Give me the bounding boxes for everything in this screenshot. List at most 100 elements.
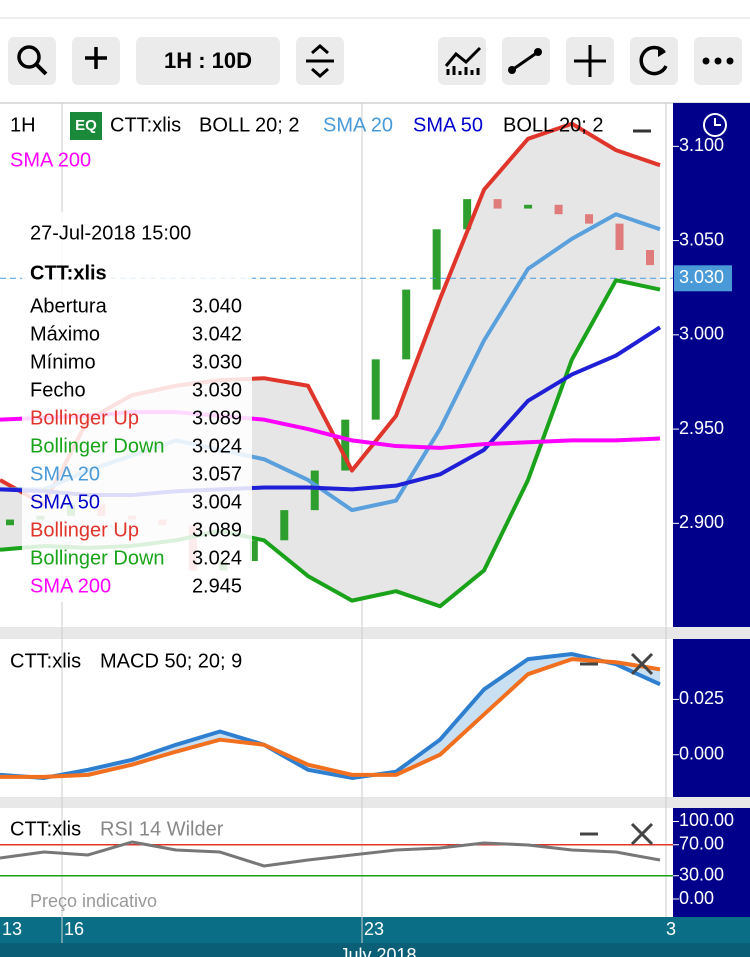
indicators-icon: [446, 66, 480, 75]
price-axis: [673, 103, 750, 627]
time-axis-month: [0, 943, 750, 957]
y-tick-label: 0.000: [679, 743, 724, 763]
tooltip-box: [22, 212, 252, 602]
add-icon: [85, 47, 107, 69]
candle: [554, 204, 563, 215]
tooltip-label: Bollinger Down: [30, 435, 165, 457]
series-line: [0, 652, 661, 780]
tooltip-value: 3.024: [192, 547, 242, 569]
pane-indicator: RSI 14 Wilder: [100, 818, 224, 840]
candle: [341, 419, 350, 471]
note: Preço indicativo: [30, 891, 157, 911]
candle: [615, 223, 624, 251]
tooltip-label: Bollinger Up: [30, 407, 139, 429]
time-label: 13: [2, 919, 22, 939]
time-label: 16: [64, 919, 84, 939]
indicators-icon: [444, 46, 482, 67]
y-tick-label: 2.900: [679, 512, 724, 532]
pane-symbol: CTT:xlis: [10, 818, 81, 840]
separator: [0, 797, 750, 808]
last-price-box: [674, 265, 732, 292]
candle: [432, 229, 441, 290]
legend-entry: BOLL 20; 2: [503, 114, 603, 136]
tooltip-label: Bollinger Up: [30, 519, 139, 541]
tooltip-value: 3.004: [192, 491, 242, 513]
tooltip-value: 3.030: [192, 379, 242, 401]
more-icon: [702, 57, 710, 65]
candle: [524, 204, 533, 209]
time-label: 3: [666, 919, 676, 939]
legend-entry: BOLL 20; 2: [199, 114, 299, 136]
more-icon: [726, 57, 734, 65]
tooltip-value: 3.040: [192, 295, 242, 317]
candle: [646, 250, 654, 266]
macd-fill: [0, 654, 660, 778]
y-tick-label: 70.00: [679, 833, 724, 853]
series-line: [0, 840, 661, 868]
y-tick-label: 3.050: [679, 229, 724, 249]
tooltip-value: 3.089: [192, 519, 242, 541]
interval: 1H: [10, 114, 36, 136]
tooltip-symbol: CTT:xlis: [30, 262, 107, 284]
badge-text: EQ: [75, 117, 97, 134]
series-line: [0, 657, 661, 779]
candle: [493, 199, 502, 209]
tooltip-label: Fecho: [30, 379, 86, 401]
close-icon: [580, 652, 654, 676]
crosshair-icon: [574, 45, 606, 77]
tooltip-label: SMA 50: [30, 491, 100, 513]
tooltip-label: SMA 200: [30, 575, 111, 597]
separator: [0, 627, 750, 639]
close-icon: [580, 822, 654, 846]
time-label: 23: [364, 919, 384, 939]
indicators-button[interactable]: [438, 37, 486, 85]
tooltip-label: Mínimo: [30, 351, 96, 373]
y-tick-label: 3.100: [679, 135, 724, 155]
refresh-icon: [658, 46, 666, 57]
tooltip-value: 2.945: [192, 575, 242, 597]
tooltip-value: 3.030: [192, 351, 242, 373]
tooltip-label: Bollinger Down: [30, 547, 165, 569]
tooltip-label: Abertura: [30, 295, 108, 317]
search-icon: [17, 45, 41, 69]
macd-axis: [673, 639, 750, 797]
legend-entry: SMA 50: [413, 114, 483, 136]
more-icon: [714, 57, 722, 65]
search-icon: [34, 62, 48, 76]
candle: [310, 470, 319, 511]
candle: [280, 510, 289, 541]
symbol: CTT:xlis: [110, 114, 181, 136]
scale-icon: [306, 44, 334, 78]
tooltip-value: 3.024: [192, 435, 242, 457]
refresh-icon: [639, 45, 668, 76]
badge: [70, 112, 102, 140]
toolbar: 1H : 10D: [8, 37, 742, 85]
candle: [371, 359, 380, 420]
y-tick-label: 2.950: [679, 418, 724, 438]
pane-indicator: MACD 50; 20; 9: [100, 650, 242, 672]
candle: [463, 199, 472, 230]
draw-icon: [511, 50, 539, 72]
y-tick-label: 0.025: [679, 688, 724, 708]
y-tick-label: 100.00: [679, 810, 734, 830]
tooltip-value: 3.057: [192, 463, 242, 485]
y-tick-label: 3.000: [679, 324, 724, 344]
tooltip-date: 27-Jul-2018 15:00: [30, 222, 191, 244]
separator: [0, 102, 750, 104]
candle: [402, 289, 411, 360]
interval-button[interactable]: [136, 37, 280, 85]
month-label: July 2018: [339, 945, 416, 957]
draw-icon: [508, 66, 516, 74]
interval-label: 1H : 10D: [164, 48, 252, 73]
tooltip-value: 3.089: [192, 407, 242, 429]
candle: [585, 214, 594, 224]
legend-entry: SMA 20: [323, 114, 393, 136]
y-tick-label: 30.00: [679, 865, 724, 885]
candle: [249, 540, 258, 562]
tooltip-value: 3.042: [192, 323, 242, 345]
refresh-button[interactable]: [630, 37, 678, 85]
search-button[interactable]: [8, 37, 56, 85]
candle: [6, 519, 14, 526]
